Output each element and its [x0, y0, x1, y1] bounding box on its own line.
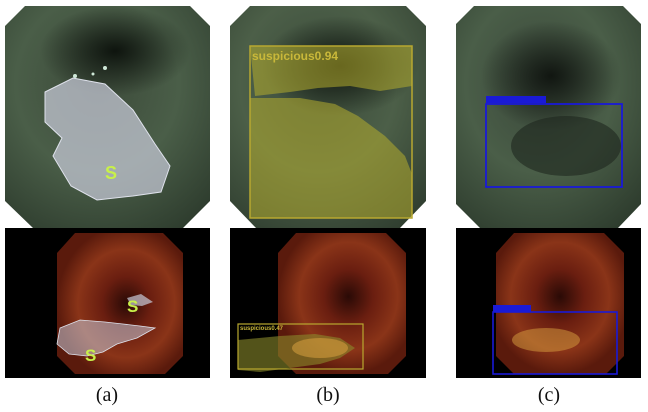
panel-c-top: [456, 6, 641, 228]
annotation-label-s: S: [105, 163, 117, 183]
caption-c: (c): [537, 384, 561, 406]
annotation-region: [44, 77, 171, 201]
annotation-label-s: S: [85, 346, 96, 365]
endoscopy-image-c-bottom: [456, 228, 641, 378]
panel-a-bottom: S S: [5, 228, 210, 378]
caption-a: (a): [95, 384, 119, 406]
detection-label: suspicious0.47: [240, 326, 284, 332]
panel-c-bottom: [456, 228, 641, 378]
segmentation-mask: [250, 46, 412, 218]
detection-box: [237, 323, 364, 370]
endoscopy-image-b-bottom: suspicious0.47: [230, 228, 426, 378]
blue-detection-box: [492, 311, 618, 375]
blue-label-bar: [486, 96, 546, 103]
endoscopy-image-b-top: suspicious0.94: [230, 6, 426, 228]
endoscopy-image-c-top: [456, 6, 641, 228]
caption-b: (b): [316, 384, 340, 406]
panel-b-bottom: suspicious0.47: [230, 228, 426, 378]
detection-label: suspicious0.94: [252, 49, 338, 63]
blue-detection-box: [485, 103, 623, 188]
annotation-label-s: S: [127, 297, 138, 316]
detection-box: [249, 45, 413, 219]
blue-label-bar: [493, 305, 531, 312]
annotation-region: [127, 294, 153, 306]
endoscopy-image-a-bottom: S S: [5, 228, 210, 378]
annotation-region: [56, 319, 157, 357]
panel-b-top: suspicious0.94: [230, 6, 426, 228]
panel-a-top: S: [5, 6, 210, 228]
endoscopy-image-a-top: S: [5, 6, 210, 228]
